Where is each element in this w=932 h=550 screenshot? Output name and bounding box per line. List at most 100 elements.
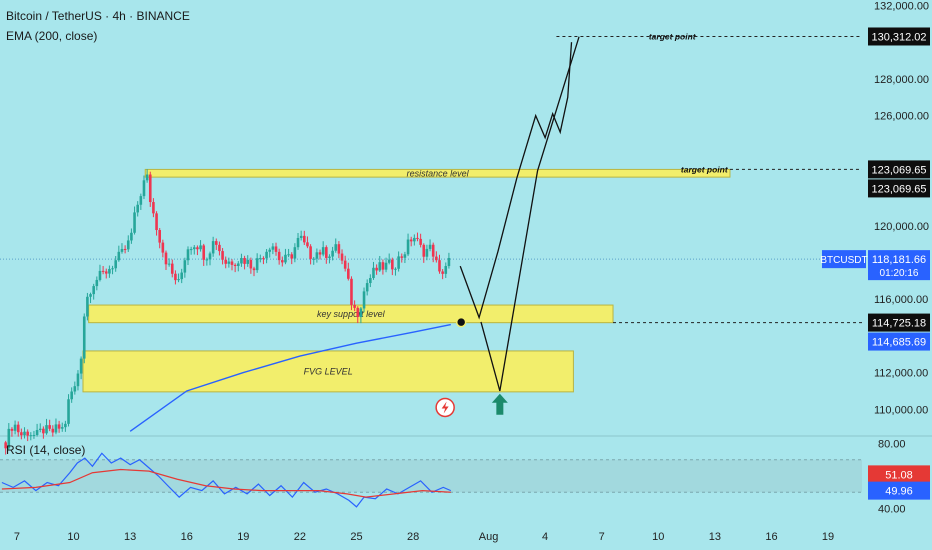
candle-body bbox=[60, 427, 64, 429]
candle-body bbox=[108, 268, 111, 274]
rsi-legend[interactable]: RSI (14, close) bbox=[6, 443, 86, 457]
candle-body bbox=[82, 316, 86, 359]
candle-body bbox=[447, 257, 451, 267]
candle-body bbox=[164, 252, 168, 265]
candle-body bbox=[70, 391, 73, 400]
candle-body bbox=[375, 267, 378, 271]
candle-body bbox=[406, 239, 410, 255]
candle-body bbox=[296, 237, 300, 248]
candle-body bbox=[214, 241, 218, 245]
candle-body bbox=[167, 263, 171, 265]
candle-body bbox=[136, 204, 139, 213]
target-point-label-1: target point bbox=[649, 31, 697, 41]
candle-body bbox=[413, 237, 416, 242]
time-tick-label: 19 bbox=[822, 531, 834, 543]
symbol-title[interactable]: Bitcoin / TetherUS · 4h · BINANCE bbox=[6, 9, 190, 23]
candle-body bbox=[372, 267, 375, 279]
ema-200-line bbox=[129, 323, 451, 432]
candle-body bbox=[230, 261, 234, 265]
candle-body bbox=[145, 174, 149, 181]
rsi-ma-value-label: 49.96 bbox=[885, 486, 913, 498]
candle-body bbox=[403, 254, 407, 258]
time-tick-label: 10 bbox=[652, 531, 664, 543]
candle-body bbox=[23, 431, 26, 436]
candle-body bbox=[271, 246, 275, 250]
candle-body bbox=[281, 260, 284, 263]
time-tick-label: 7 bbox=[599, 531, 605, 543]
price-tick-label: 116,000.00 bbox=[874, 294, 928, 306]
candle-body bbox=[148, 174, 152, 203]
price-tick-label: 128,000.00 bbox=[874, 74, 929, 86]
price-tick-label: 112,000.00 bbox=[874, 368, 928, 380]
current-price-label: 118,181.66 bbox=[872, 254, 926, 266]
candle-body bbox=[54, 424, 58, 433]
candle-body bbox=[48, 425, 51, 429]
candle-body bbox=[57, 424, 61, 429]
projection-path-1 bbox=[459, 42, 573, 320]
candle-body bbox=[290, 254, 294, 259]
candle-body bbox=[117, 251, 121, 261]
candle-body bbox=[114, 260, 117, 269]
candle-body bbox=[221, 251, 224, 260]
candle-body bbox=[277, 251, 281, 261]
candle-body bbox=[249, 259, 253, 269]
candle-body bbox=[67, 399, 70, 424]
candle-body bbox=[192, 247, 196, 250]
countdown-label: 01:20:16 bbox=[880, 268, 919, 279]
resistance-zone bbox=[144, 168, 731, 178]
candle-body bbox=[274, 246, 278, 252]
ema-legend[interactable]: EMA (200, close) bbox=[6, 29, 98, 43]
candle-body bbox=[174, 273, 177, 281]
time-tick-label: 22 bbox=[294, 531, 306, 543]
candle-body bbox=[325, 247, 328, 258]
rsi-ma-line bbox=[1, 468, 451, 498]
time-tick-label: Aug bbox=[479, 531, 499, 543]
current-price-box bbox=[868, 250, 930, 281]
candle-body bbox=[152, 202, 155, 214]
candle-body bbox=[312, 258, 316, 260]
price-tag-box bbox=[868, 179, 930, 198]
candle-body bbox=[32, 434, 36, 436]
time-tick-label: 10 bbox=[67, 531, 79, 543]
candle-body bbox=[133, 212, 136, 233]
time-tick-label: 7 bbox=[14, 531, 20, 543]
fvg-label: FVG LEVEL bbox=[304, 366, 353, 376]
candle-body bbox=[431, 244, 435, 257]
candle-body bbox=[299, 235, 303, 238]
candle-body bbox=[353, 304, 356, 308]
price-tag-box bbox=[868, 160, 930, 179]
candle-body bbox=[441, 271, 444, 274]
candle-body bbox=[224, 259, 228, 264]
rsi-band bbox=[0, 459, 862, 493]
candle-body bbox=[233, 264, 237, 267]
candle-body bbox=[26, 431, 29, 436]
candle-body bbox=[422, 244, 426, 257]
time-tick-label: 28 bbox=[407, 531, 419, 543]
rsi-tick-label: 40.00 bbox=[878, 504, 906, 516]
candle-body bbox=[262, 258, 265, 260]
candle-body bbox=[347, 268, 350, 279]
candle-body bbox=[183, 260, 187, 273]
candle-body bbox=[340, 253, 344, 261]
candle-body bbox=[381, 262, 385, 270]
price-tag-box bbox=[868, 27, 930, 46]
rsi-tick-label: 80.00 bbox=[878, 439, 906, 451]
candle-body bbox=[158, 230, 161, 243]
candle-body bbox=[35, 429, 39, 435]
price-tag-label: 123,069.65 bbox=[871, 183, 926, 195]
up-arrow-icon bbox=[491, 393, 508, 415]
candle-body bbox=[243, 258, 246, 264]
rsi-value-label: 51.08 bbox=[885, 469, 913, 481]
candle-body bbox=[13, 424, 17, 431]
time-tick-label: 4 bbox=[542, 531, 548, 543]
candle-body bbox=[315, 252, 319, 259]
candle-body bbox=[265, 251, 268, 259]
candle-body bbox=[101, 270, 105, 272]
candle-body bbox=[126, 240, 130, 250]
candle-body bbox=[202, 245, 206, 260]
projection-path-2 bbox=[480, 36, 580, 392]
candle-body bbox=[435, 256, 438, 261]
candle-body bbox=[123, 248, 127, 250]
candle-body bbox=[86, 296, 89, 317]
